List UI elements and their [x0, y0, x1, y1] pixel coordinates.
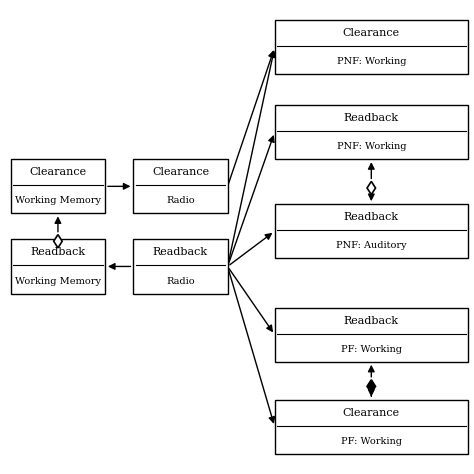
Text: PNF: Working: PNF: Working	[337, 57, 406, 66]
FancyBboxPatch shape	[11, 239, 105, 293]
Text: Radio: Radio	[166, 197, 195, 205]
Text: Radio: Radio	[166, 277, 195, 285]
Text: Readback: Readback	[344, 316, 399, 326]
Text: PF: Working: PF: Working	[341, 345, 402, 354]
Text: Working Memory: Working Memory	[15, 197, 101, 205]
FancyBboxPatch shape	[275, 204, 468, 258]
Polygon shape	[367, 182, 375, 195]
FancyBboxPatch shape	[275, 308, 468, 362]
FancyBboxPatch shape	[133, 239, 228, 293]
Text: PNF: Working: PNF: Working	[337, 142, 406, 151]
Polygon shape	[367, 380, 375, 393]
FancyBboxPatch shape	[275, 20, 468, 74]
Text: Clearance: Clearance	[29, 167, 86, 177]
Text: Readback: Readback	[344, 212, 399, 222]
FancyBboxPatch shape	[133, 159, 228, 213]
Text: Readback: Readback	[30, 247, 85, 257]
Text: PF: Working: PF: Working	[341, 437, 402, 446]
Text: Readback: Readback	[344, 113, 399, 123]
FancyBboxPatch shape	[275, 400, 468, 454]
Text: Readback: Readback	[153, 247, 208, 257]
Text: Clearance: Clearance	[152, 167, 209, 177]
FancyBboxPatch shape	[11, 159, 105, 213]
Text: Working Memory: Working Memory	[15, 277, 101, 285]
Polygon shape	[54, 235, 62, 248]
Text: Clearance: Clearance	[343, 408, 400, 418]
Text: Clearance: Clearance	[343, 28, 400, 38]
Text: PNF: Auditory: PNF: Auditory	[336, 241, 407, 250]
FancyBboxPatch shape	[275, 105, 468, 159]
